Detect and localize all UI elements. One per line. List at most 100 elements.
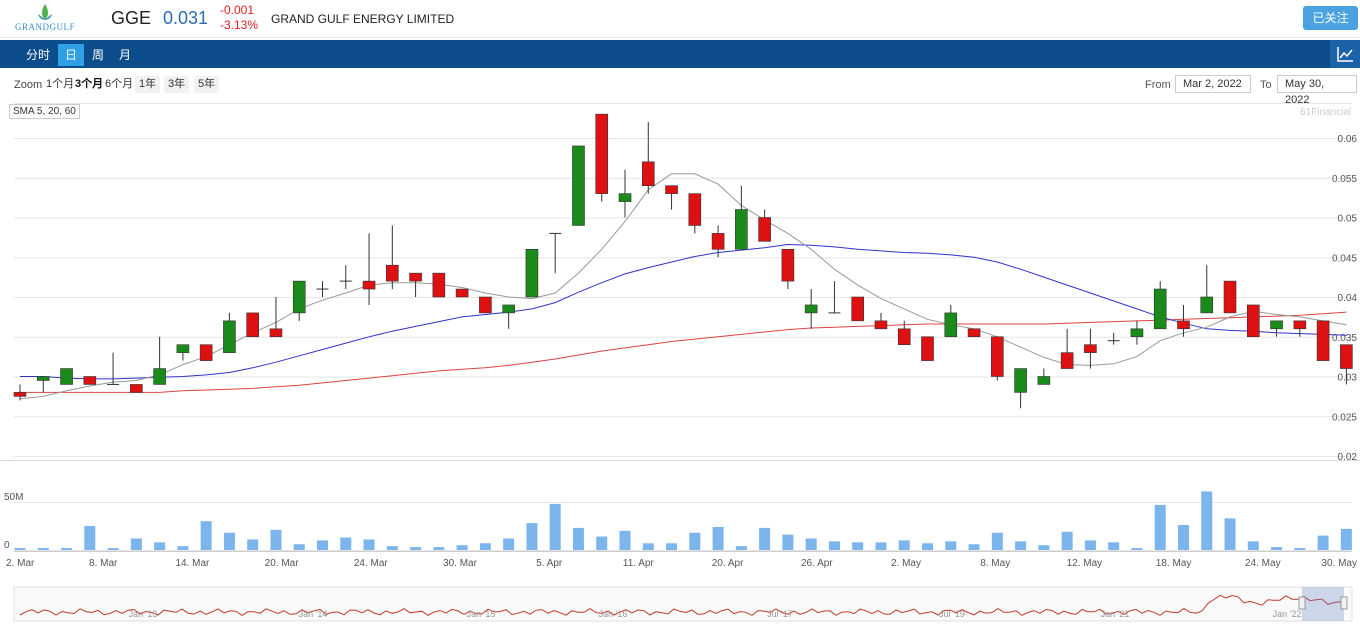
volume-bar [223, 532, 235, 550]
volume-bar [37, 548, 49, 550]
zoom-5y-button[interactable]: 5年 [194, 76, 220, 93]
tab-weekly[interactable]: 周 [91, 48, 104, 62]
date-tick-label: 8. May [980, 558, 1010, 569]
volume-bar [712, 526, 724, 550]
candle-body [735, 209, 748, 250]
to-date-input[interactable]: May 30, 2022 [1277, 75, 1357, 106]
candle-body [176, 344, 190, 353]
date-tick-label: 12. May [1067, 558, 1103, 569]
volume-bars [14, 491, 1352, 550]
candlestick [479, 296, 492, 314]
candle-body [1270, 320, 1283, 330]
candlestick [967, 328, 981, 338]
candlestick [362, 233, 376, 305]
last-price: 0.031 [163, 8, 209, 28]
zoom-6m-button[interactable]: 6个月 [105, 78, 134, 90]
candle-body [688, 193, 702, 226]
candlestick [781, 249, 795, 290]
volume-bar [1201, 491, 1213, 550]
tab-intraday[interactable]: 分时 [25, 48, 50, 62]
candle-body [83, 376, 97, 385]
candle-body [386, 264, 399, 282]
candlestick [1340, 344, 1353, 385]
volume-bar [852, 542, 864, 550]
candlestick [1130, 320, 1144, 345]
candle-body [991, 336, 1004, 377]
candle-body [1316, 320, 1330, 361]
to-label: To [1260, 79, 1272, 91]
volume-bar [572, 527, 584, 550]
volume-bar [1015, 541, 1027, 550]
candle-body [641, 161, 655, 187]
volume-bar [968, 544, 980, 550]
navigator-tick-label: Jan '13 [129, 609, 158, 619]
volume-bar [386, 546, 398, 550]
volume-bar [61, 548, 73, 550]
navigator-tick-label: Jan '14 [299, 609, 328, 619]
candle-body [246, 312, 259, 338]
candle-body [1153, 288, 1167, 330]
date-tick-label: 2. May [891, 558, 921, 569]
volume-bar [340, 537, 352, 550]
tab-monthly[interactable]: 月 [118, 48, 131, 62]
navigator-handle [1298, 596, 1306, 610]
date-tick-label: 5. Apr [536, 558, 563, 569]
follow-button[interactable]: 已关注 [1303, 6, 1358, 30]
volume-bar [922, 543, 934, 550]
candle-body [1060, 352, 1074, 369]
range-navigator: Jan '13 Jan '14 Jan '15 Jan '16 Jul '17 Jul '… [13, 586, 1353, 622]
candle-body [432, 272, 446, 298]
zoom-1y-button[interactable]: 1年 [135, 76, 161, 93]
volume-bar [898, 540, 910, 550]
zoom-3y-button[interactable]: 3年 [164, 76, 190, 93]
volume-bar [177, 546, 189, 550]
volume-bar [84, 526, 96, 550]
from-date-input[interactable]: Mar 2, 2022 [1175, 75, 1251, 93]
candlestick [130, 384, 143, 393]
chart-type-button[interactable] [1330, 40, 1360, 68]
price-tick-label: 0.05 [1338, 214, 1358, 225]
volume-bar [991, 532, 1003, 550]
logo-mark-icon [38, 4, 52, 20]
candle-body [1084, 344, 1097, 353]
navigator-tick-label: Jan '21 [1101, 609, 1130, 619]
candlestick [386, 225, 399, 290]
candlestick [1107, 332, 1120, 345]
candle-body [502, 304, 515, 314]
sma20-line [20, 243, 1347, 380]
candle-body [1177, 320, 1190, 330]
volume-bar [456, 545, 468, 550]
navigator-series-line [19, 594, 1347, 616]
tab-daily[interactable]: 日 [58, 44, 84, 66]
candlestick [1177, 304, 1190, 337]
candle-body [525, 249, 539, 298]
volume-axis: 50M 0 [4, 492, 23, 551]
volume-bar [828, 541, 840, 550]
volume-bar [1340, 528, 1352, 550]
candle-body [711, 233, 725, 250]
date-tick-label: 8. Mar [89, 558, 118, 569]
volume-bar [1271, 547, 1283, 550]
candlestick [595, 113, 609, 202]
candlestick [1037, 368, 1051, 385]
sma-legend[interactable]: SMA 5, 20, 60 [9, 104, 80, 119]
candle-body [665, 185, 678, 194]
candlestick [1270, 320, 1283, 337]
candlestick [1014, 368, 1027, 409]
zoom-3m-button[interactable]: 3个月 [75, 78, 104, 90]
candle-body [572, 145, 585, 226]
volume-bar [619, 530, 631, 550]
date-tick-label: 20. Mar [265, 558, 300, 569]
candlestick [758, 209, 771, 242]
candlestick [665, 185, 678, 210]
candle-body [618, 193, 632, 202]
navigator-track [13, 586, 1353, 622]
candle-body [874, 320, 888, 330]
price-tick-label: 0.045 [1332, 253, 1357, 264]
date-tick-label: 24. May [1245, 558, 1281, 569]
volume-bar [107, 548, 119, 550]
date-tick-label: 20. Apr [712, 558, 744, 569]
candle-body [13, 392, 27, 397]
zoom-1m-button[interactable]: 1个月 [46, 78, 75, 90]
